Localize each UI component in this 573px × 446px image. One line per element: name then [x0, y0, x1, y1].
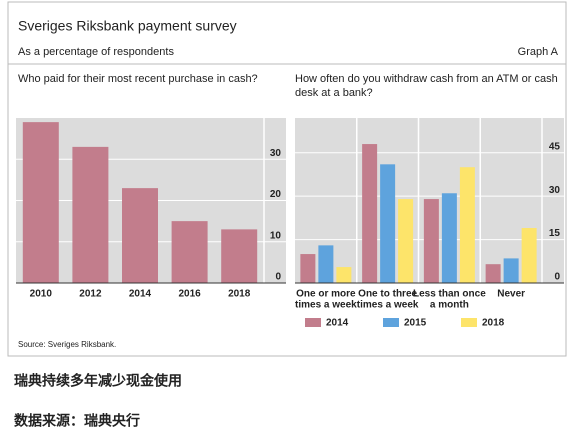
x-tick-label: Never: [497, 289, 525, 300]
x-tick-label: One to three: [358, 289, 417, 300]
y-tick-label: 30: [549, 185, 561, 196]
x-tick-label: 2012: [79, 289, 102, 300]
bar: [300, 254, 316, 283]
bar: [503, 258, 519, 283]
legend-label: 2014: [326, 318, 349, 329]
title: Sveriges Riksbank payment survey: [18, 18, 237, 34]
panel: [7, 1, 567, 357]
bar: [441, 193, 457, 283]
y-tick-label: 10: [270, 230, 282, 241]
y-tick-label: 20: [270, 189, 282, 200]
chart-title: How often do you withdraw cash from an A…: [295, 73, 558, 99]
bar: [22, 122, 59, 283]
x-tick-label: 2016: [178, 289, 201, 300]
legend-label: 2015: [404, 318, 427, 329]
x-tick-label: 2014: [129, 289, 152, 300]
y-tick-label: 0: [275, 272, 281, 283]
subtitle: As a percentage of respondents: [18, 46, 174, 58]
bar: [398, 199, 414, 283]
x-tick-label: 2018: [228, 289, 251, 300]
x-tick-label: a month: [430, 300, 469, 311]
x-tick-label: times a week: [295, 300, 357, 311]
bar: [72, 146, 109, 283]
bar: [362, 144, 378, 283]
bar: [521, 228, 537, 283]
chart-title: Who paid for their most recent purchase …: [18, 73, 258, 85]
caption: 数据来源：瑞典央行: [14, 413, 140, 429]
legend-swatch: [383, 318, 399, 327]
y-tick-label: 30: [270, 148, 282, 159]
legend-label: 2018: [482, 318, 505, 329]
bar: [380, 164, 396, 283]
x-tick-label: One or more: [296, 289, 356, 300]
y-tick-label: 45: [549, 141, 561, 152]
x-tick-label: 2010: [30, 289, 53, 300]
source: Source: Sveriges Riksbank.: [18, 340, 116, 349]
x-tick-label: times a week: [357, 300, 419, 311]
bar: [459, 167, 475, 283]
legend-swatch: [305, 318, 321, 327]
caption: 瑞典持续多年减少现金使用: [14, 373, 182, 389]
graph-label: Graph A: [518, 46, 559, 58]
y-tick-label: 0: [554, 272, 560, 283]
y-tick-label: 15: [549, 228, 561, 239]
bar: [423, 199, 439, 283]
bar: [221, 229, 258, 283]
bar: [318, 245, 334, 283]
bar: [485, 264, 501, 283]
bar: [336, 267, 352, 283]
legend-swatch: [461, 318, 477, 327]
bar: [171, 221, 208, 283]
x-tick-label: Less than once: [413, 289, 486, 300]
bar: [122, 188, 158, 283]
